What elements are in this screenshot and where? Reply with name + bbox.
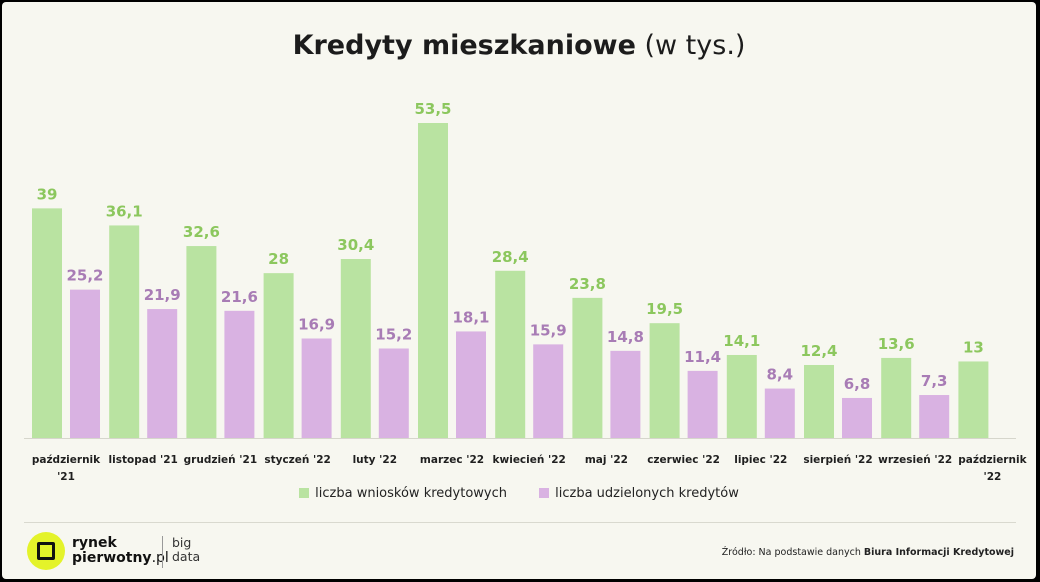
x-tick-label: lipiec '22 (734, 454, 787, 466)
data-label-applications: 23,8 (569, 275, 606, 293)
source-prefix: Źródło: Na podstawie danych (721, 547, 864, 558)
bar-granted (70, 289, 100, 438)
data-label-applications: 13,6 (878, 335, 915, 353)
x-tick-label: grudzień '21 (184, 454, 257, 466)
logo-wordmark: rynek pierwotny.pl (72, 536, 169, 566)
data-label-applications: 13 (963, 338, 984, 356)
legend-item-granted: liczba udzielonych kredytów (539, 486, 739, 501)
logo-data: data (172, 549, 201, 564)
brand-logo: rynek pierwotny.pl big data (24, 530, 324, 575)
bar-granted (301, 338, 332, 438)
bar-applications (881, 357, 912, 438)
data-label-applications: 32,6 (183, 223, 220, 241)
data-label-applications: 12,4 (800, 342, 837, 360)
x-tick-label: kwiecień '22 (493, 454, 566, 466)
logo-line-2a: pierwotny (72, 550, 152, 566)
data-label-granted: 8,4 (767, 366, 794, 384)
x-tick-label: marzec '22 (420, 454, 484, 466)
source-name: Biura Informacji Kredytowej (863, 547, 1014, 558)
data-label-granted: 7,3 (921, 372, 948, 390)
bar-applications (32, 208, 62, 438)
data-label-granted: 14,8 (607, 328, 644, 346)
x-tick-label: październik (32, 454, 101, 466)
data-label-applications: 14,1 (723, 332, 760, 350)
x-tick-label: listopad '21 (109, 454, 178, 466)
bar-granted (378, 348, 409, 438)
bar-granted (533, 344, 564, 438)
bar-granted (224, 310, 255, 438)
bar-granted (610, 350, 641, 438)
data-label-granted: 18,1 (452, 308, 489, 326)
data-label-applications: 28 (268, 250, 289, 268)
chart-title-main: Kredyty mieszkaniowe (292, 30, 636, 61)
data-label-granted: 6,8 (844, 375, 871, 393)
source-note: Źródło: Na podstawie danych Biura Inform… (722, 547, 1014, 558)
data-label-granted: 21,9 (144, 286, 181, 304)
logo-line-1: rynek (72, 535, 117, 551)
bar-chart: 39 25,2 październik '21 36,1 21,9 listopad '21… (24, 100, 1028, 482)
data-label-applications: 53,5 (414, 100, 451, 118)
x-tick-label: sierpień '22 (803, 454, 872, 466)
bar-granted (919, 395, 950, 438)
bar-granted (764, 388, 795, 438)
x-tick-label: czerwiec '22 (647, 454, 720, 466)
x-tick-label: maj '22 (585, 454, 628, 466)
data-label-granted: 25,2 (66, 267, 103, 285)
data-label-applications: 39 (37, 185, 58, 203)
data-label-granted: 15,9 (530, 321, 567, 339)
square-in-circle-icon (27, 532, 65, 570)
bar-granted (842, 397, 872, 438)
data-label-granted: 21,6 (221, 288, 258, 306)
bar-applications (109, 225, 140, 438)
legend-label-applications: liczba wniosków kredytowych (315, 486, 507, 501)
data-label-granted: 16,9 (298, 315, 335, 333)
data-label-granted: 15,2 (375, 326, 412, 344)
x-tick-label: luty '22 (353, 454, 397, 466)
bar-applications (572, 297, 603, 438)
x-tick-label: '21 (57, 471, 75, 482)
bar-applications (186, 246, 217, 438)
data-label-applications: 19,5 (646, 300, 683, 318)
logo-line-2b: .pl (151, 550, 169, 566)
bar-applications (649, 323, 680, 438)
legend-swatch-granted (539, 487, 550, 498)
legend-swatch-applications (299, 487, 310, 498)
chart-legend: liczba wniosków kredytowych liczba udzie… (2, 486, 1036, 501)
legend-label-granted: liczba udzielonych kredytów (555, 486, 739, 501)
bar-applications (958, 361, 989, 438)
logo-bigdata: big data (172, 536, 200, 564)
chart-title: Kredyty mieszkaniowe (w tys.) (2, 30, 1036, 61)
bar-applications (726, 354, 757, 438)
logo-big: big (172, 535, 192, 550)
chart-title-unit: (w tys.) (644, 30, 746, 61)
data-label-applications: 28,4 (492, 248, 529, 266)
bar-granted (456, 331, 486, 438)
x-tick-label: styczeń '22 (264, 454, 331, 466)
x-tick-label: wrzesień '22 (878, 454, 952, 466)
x-tick-label: '22 (983, 471, 1001, 482)
bar-granted (687, 370, 718, 438)
logo-divider (162, 536, 163, 568)
bar-granted (147, 309, 178, 438)
bar-applications (804, 364, 834, 438)
x-tick-label: październik (958, 454, 1027, 466)
data-label-granted: 11,4 (684, 348, 721, 366)
bar-applications (495, 270, 526, 438)
footer-divider (24, 522, 1016, 523)
data-label-applications: 30,4 (337, 236, 374, 254)
bar-applications (340, 259, 371, 438)
bar-applications (418, 123, 448, 438)
legend-item-applications: liczba wniosków kredytowych (299, 486, 507, 501)
bar-applications (263, 273, 294, 438)
data-label-applications: 36,1 (106, 202, 143, 220)
